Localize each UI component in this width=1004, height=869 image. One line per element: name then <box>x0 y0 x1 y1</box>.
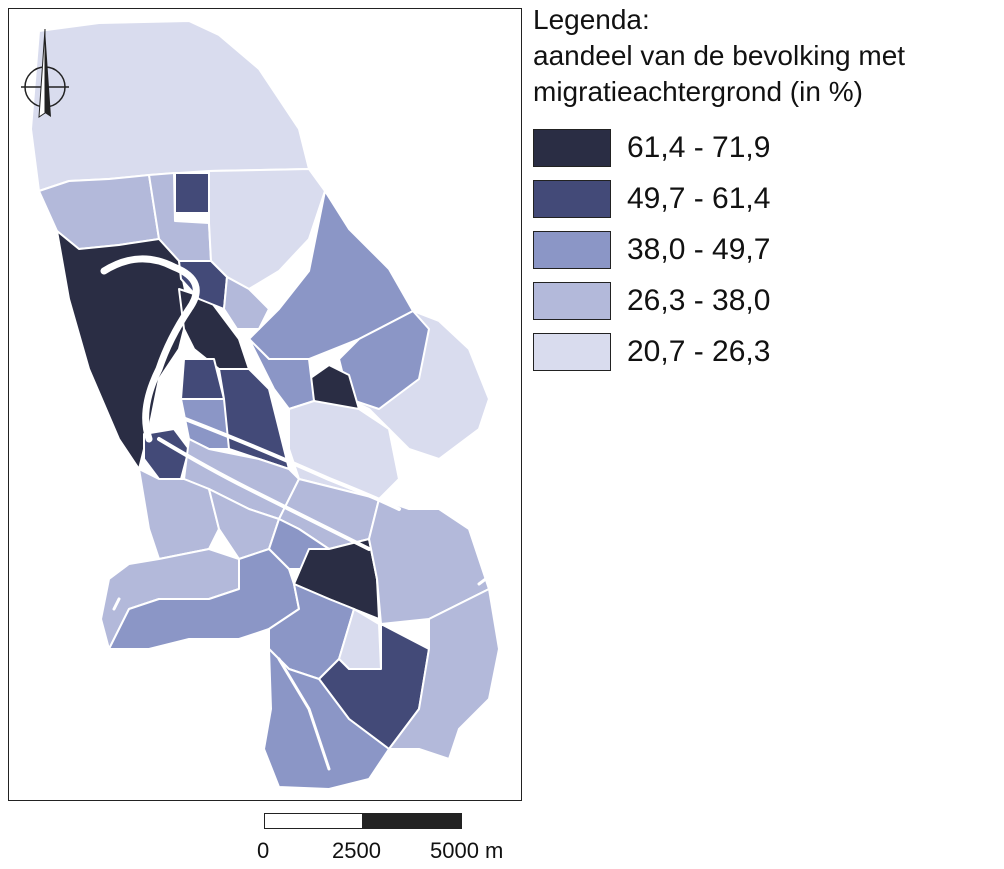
canal <box>277 657 331 771</box>
district <box>348 310 490 460</box>
north-arrow-icon <box>21 28 69 118</box>
legend-subtitle-line1: aandeel van de bevolking met <box>533 40 906 71</box>
scale-segment-2 <box>362 813 462 829</box>
legend-range-label: 20,7 - 26,3 <box>627 334 771 368</box>
legend-item: 20,7 - 26,3 <box>533 326 1003 377</box>
map-frame <box>8 8 522 801</box>
scale-label-0: 0 <box>257 838 270 863</box>
scale-segment-1 <box>264 813 364 829</box>
legend-swatch <box>533 281 611 320</box>
canal <box>477 567 501 586</box>
scale-bar <box>264 813 464 829</box>
district <box>174 172 210 214</box>
legend-range-label: 26,3 - 38,0 <box>627 283 771 317</box>
legend-subtitle-line2: migratieachtergrond (in %) <box>533 76 863 107</box>
legend: Legenda: aandeel van de bevolking met mi… <box>533 2 1003 377</box>
legend-item: 49,7 - 61,4 <box>533 173 1003 224</box>
district <box>338 310 430 410</box>
legend-swatch <box>533 332 611 371</box>
district <box>223 276 270 330</box>
canal <box>112 597 121 611</box>
district <box>30 20 310 192</box>
legend-items: 61,4 - 71,9 49,7 - 61,4 38,0 - 49,7 26,3… <box>533 122 1003 377</box>
scale-label-2500: 2500 <box>332 838 381 863</box>
district <box>208 168 326 290</box>
district <box>388 588 500 760</box>
legend-range-label: 49,7 - 61,4 <box>627 181 771 215</box>
district <box>56 230 190 470</box>
legend-item: 61,4 - 71,9 <box>533 122 1003 173</box>
legend-swatch <box>533 179 611 218</box>
choropleth-map <box>21 20 501 790</box>
district <box>180 398 230 450</box>
legend-swatch <box>533 128 611 167</box>
legend-title: Legenda: <box>533 4 650 35</box>
legend-range-label: 61,4 - 71,9 <box>627 130 771 164</box>
canal <box>157 437 371 551</box>
scale-label-5000: 5000 m <box>430 838 504 863</box>
district <box>38 174 160 250</box>
district <box>108 548 300 650</box>
canal <box>157 407 401 511</box>
legend-item: 26,3 - 38,0 <box>533 275 1003 326</box>
river <box>100 255 200 443</box>
legend-range-label: 38,0 - 49,7 <box>627 232 771 266</box>
legend-swatch <box>533 230 611 269</box>
legend-item: 38,0 - 49,7 <box>533 224 1003 275</box>
